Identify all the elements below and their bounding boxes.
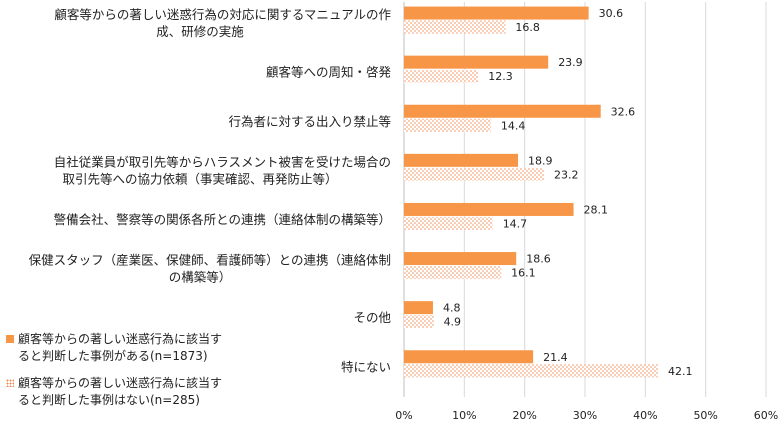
category-label: 取引先等への協力依頼（事実確認、再発防止等）	[62, 171, 337, 186]
data-label: 12.3	[488, 70, 512, 83]
data-label: 18.6	[526, 253, 551, 266]
bar-series-1	[404, 301, 433, 315]
data-label: 16.8	[515, 21, 540, 34]
category-label: その他	[353, 310, 391, 325]
x-tick-label: 10%	[452, 409, 476, 422]
data-label: 14.4	[501, 119, 526, 132]
bar-series-2	[404, 20, 506, 34]
x-tick-label: 30%	[573, 409, 597, 422]
bar-series-2	[404, 266, 502, 280]
bar-series-2	[404, 118, 491, 132]
x-tick-label: 0%	[395, 409, 412, 422]
data-label: 14.7	[503, 217, 528, 230]
legend-swatch-solid	[6, 335, 14, 343]
bar-series-1	[404, 55, 549, 69]
bar-series-1	[404, 6, 589, 20]
category-label: 警備会社、警察等の関係各所との連携（連絡体制の構築等）	[54, 212, 391, 227]
labels: 30.6 16.8 顧客等からの著しい迷惑行為の対応に関するマニュアルの作成、研修の…	[29, 7, 693, 378]
category-label: 顧客等への周知・啓発	[266, 65, 392, 80]
category-label: 自社従業員が取引先等からハラスメント被害を受けた場合の	[54, 154, 391, 169]
bar-series-2	[404, 364, 659, 378]
data-label: 16.1	[511, 267, 536, 280]
data-label: 28.1	[584, 203, 609, 216]
category-label: の構築等）	[169, 270, 232, 285]
data-label: 32.6	[611, 105, 636, 118]
legend-item-series-1: 顧客等からの著しい迷惑行為に該当す ると判断した事例がある(n=1873)	[6, 331, 276, 365]
legend-label-line-1: 顧客等からの著しい迷惑行為に該当す	[18, 376, 223, 390]
bars	[404, 6, 659, 378]
x-tick-label: 40%	[633, 409, 657, 422]
data-label: 30.6	[599, 7, 624, 20]
bar-series-2	[404, 167, 544, 181]
bar-series-2	[404, 69, 479, 83]
bar-series-1	[404, 202, 574, 216]
data-label: 4.9	[444, 316, 462, 329]
category-label: 保健スタッフ（産業医、保健師、看護師等）との連携（連絡体制	[29, 253, 391, 268]
bar-series-1	[404, 252, 517, 266]
x-axis-ticks: 0% 10% 20% 30% 40% 50% 60%	[395, 409, 778, 422]
legend-label-line-2: ると判断した事例がある(n=1873)	[18, 349, 208, 363]
data-label: 23.9	[558, 56, 583, 69]
x-tick-label: 50%	[693, 409, 717, 422]
category-label: 行為者に対する出入り禁止等	[228, 114, 391, 129]
bar-series-2	[404, 216, 493, 230]
data-label: 18.9	[528, 154, 553, 167]
legend-label-line-1: 顧客等からの著しい迷惑行為に該当す	[18, 332, 223, 346]
category-label: 顧客等からの著しい迷惑行為の対応に関するマニュアルの作	[54, 7, 391, 22]
bar-series-1	[404, 153, 519, 167]
category-label: 特にない	[341, 359, 391, 374]
legend-item-series-2: 顧客等からの著しい迷惑行為に該当す ると判断した事例はない(n=285)	[6, 375, 276, 409]
x-tick-label: 60%	[754, 409, 778, 422]
data-label: 42.1	[668, 365, 693, 378]
data-label: 21.4	[543, 351, 568, 364]
category-label: 成、研修の実施	[156, 24, 244, 39]
data-label: 4.8	[443, 302, 461, 315]
bar-series-2	[404, 315, 434, 329]
legend-swatch-dotted	[6, 379, 14, 387]
legend-label-line-2: ると判断した事例はない(n=285)	[18, 393, 200, 407]
data-label: 23.2	[554, 168, 579, 181]
bar-series-1	[404, 350, 534, 364]
bar-series-1	[404, 104, 601, 118]
x-tick-label: 20%	[512, 409, 536, 422]
